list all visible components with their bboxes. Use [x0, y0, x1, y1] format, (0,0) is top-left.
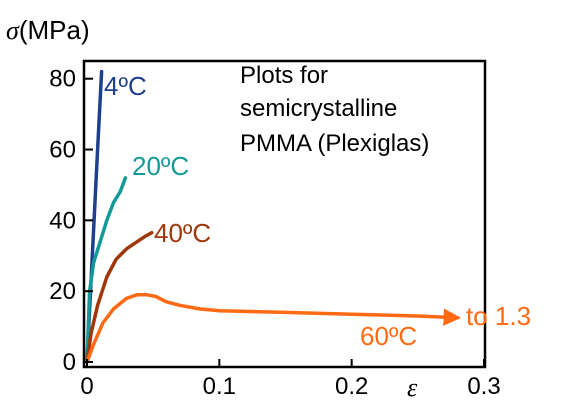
- y-tick-label: 80: [49, 66, 76, 93]
- x-tick-label: 0.3: [467, 373, 500, 400]
- x-axis-label: ε: [407, 373, 418, 402]
- y-tick-label: 60: [49, 137, 76, 164]
- plot-frame: [82, 59, 487, 369]
- series-line-40c: [85, 230, 154, 364]
- y-tick-label: 0: [63, 349, 76, 376]
- y-tick-label: 40: [49, 207, 76, 234]
- y-axis-unit: (MPa): [19, 15, 90, 45]
- x-tick-label: 0.2: [335, 373, 368, 400]
- x-tick-label: 0.1: [203, 373, 236, 400]
- series-label-20c: 20ºC: [132, 151, 189, 181]
- annotation-line-2: semicrystalline: [240, 95, 397, 122]
- series-layer: [85, 69, 461, 364]
- annotation-line-1: Plots for: [240, 62, 328, 89]
- y-axis-label: σ(MPa): [6, 15, 90, 45]
- series-label-60c: 60ºC: [360, 321, 417, 351]
- y-tick-label: 20: [49, 278, 76, 305]
- annotation-line-3: PMMA (Plexiglas): [240, 130, 429, 157]
- continuation-label: to 1.3: [466, 301, 531, 331]
- series-label-4c: 4ºC: [104, 71, 147, 101]
- series-line-60c: [85, 292, 461, 364]
- series-label-40c: 40ºC: [154, 218, 211, 248]
- y-ticks: 0 20 40 60 80: [49, 66, 93, 376]
- x-tick-label: 0: [80, 373, 93, 400]
- x-ticks: 0 0.1 0.2 0.3: [80, 359, 501, 400]
- series-line-20c: [85, 176, 128, 364]
- y-axis-symbol: σ: [6, 16, 20, 45]
